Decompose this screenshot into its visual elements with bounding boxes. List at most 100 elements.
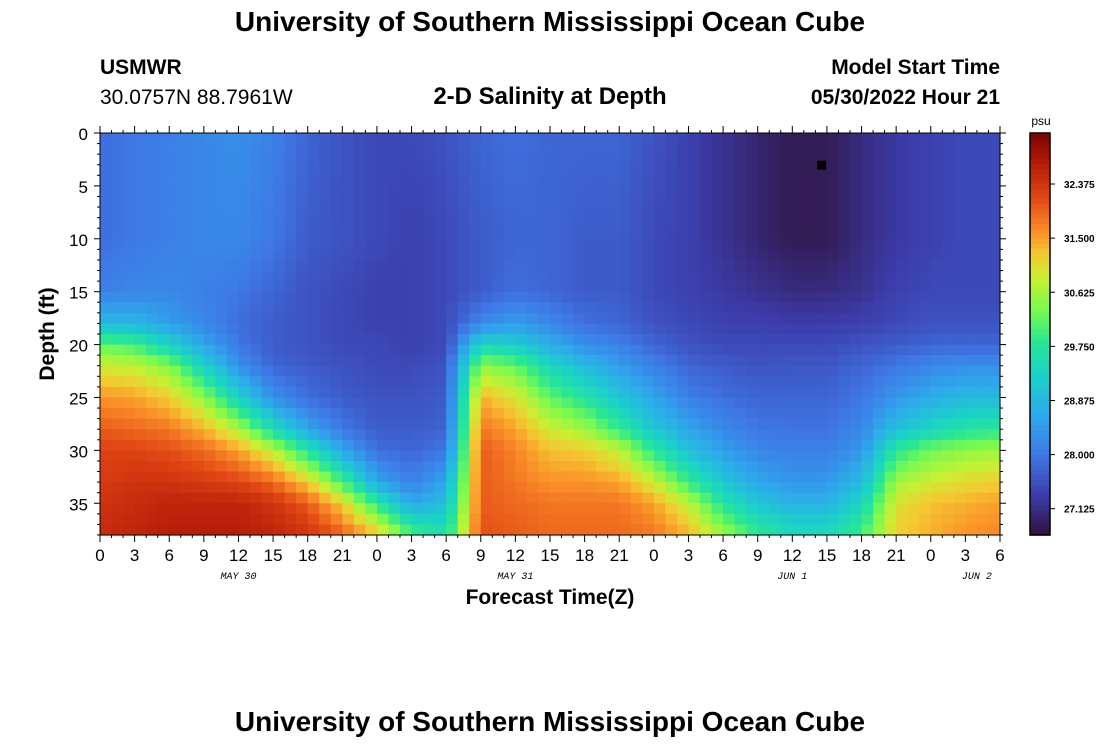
heatmap-cell [815,439,828,451]
heatmap-cell [942,302,955,314]
heatmap-cell [330,323,343,335]
heatmap-cell [930,418,943,430]
heatmap-cell [965,482,978,494]
heatmap-cell [480,259,493,272]
heatmap-cell [284,281,297,293]
heatmap-cell [515,344,528,356]
heatmap-cell [423,513,436,526]
heatmap-cell [619,492,632,504]
heatmap-cell [538,185,551,198]
heatmap-cell [388,408,401,420]
heatmap-cell [746,143,759,155]
heatmap-cell [538,238,551,250]
heatmap-cell [711,259,724,272]
heatmap-cell [700,397,713,409]
heatmap-cell [746,302,759,314]
heatmap-cell [492,334,505,346]
colorbar-segment [1030,243,1050,250]
heatmap-cell [861,133,874,145]
heatmap-cell [676,249,690,261]
heatmap-cell [469,418,482,430]
heatmap-cell [480,270,493,282]
heatmap-cell [446,281,459,293]
heatmap-cell [584,471,597,483]
heatmap-cell [503,302,516,314]
heatmap-cell [492,291,505,303]
heatmap-cell [561,397,574,409]
heatmap-cell [503,196,516,208]
heatmap-cell [319,217,332,229]
heatmap-cell [411,439,424,451]
heatmap-cell [826,376,840,388]
heatmap-cell [296,513,309,526]
heatmap-cell [503,365,516,377]
heatmap-cell [826,513,840,526]
heatmap-cell [953,154,966,166]
heatmap-cell [526,291,540,303]
heatmap-cell [780,429,793,441]
heatmap-cell [780,365,793,377]
heatmap-cell [238,418,251,430]
colorbar-segment [1030,233,1050,240]
heatmap-cell [100,408,113,420]
heatmap-cell [388,460,401,473]
heatmap-cell [965,429,978,441]
heatmap-cell [503,207,516,219]
heatmap-cell [700,344,713,356]
heatmap-cell [515,386,528,399]
heatmap-cell [480,302,493,314]
heatmap-cell [919,365,932,377]
heatmap-cell [676,323,690,335]
heatmap-cell [157,418,170,430]
heatmap-cell [123,270,136,282]
heatmap-cell [826,312,840,325]
heatmap-cell [365,482,378,494]
heatmap-cell [273,482,286,494]
heatmap-cell [480,154,493,166]
heatmap-cell [388,291,401,303]
heatmap-cell [423,259,436,272]
heatmap-cell [757,217,770,229]
heatmap-cell [792,207,805,219]
heatmap-cell [238,281,251,293]
heatmap-cell [353,334,366,346]
heatmap-cell [515,217,528,229]
colorbar-segment [1030,248,1050,255]
heatmap-cell [515,513,528,526]
heatmap-cell [515,365,528,377]
heatmap-cell [711,450,724,462]
heatmap-cell [873,238,886,250]
colorbar-segment [1030,153,1050,159]
heatmap-cell [411,334,424,346]
heatmap-cell [734,323,747,335]
heatmap-cell [319,196,332,208]
heatmap-cell [907,503,920,515]
heatmap-cell [492,376,505,388]
heatmap-cell [907,281,920,293]
model-start-time: 05/30/2022 Hour 21 [810,86,1000,109]
heatmap-cell [342,175,355,187]
heatmap-cell [769,492,782,504]
heatmap-cell [607,291,620,303]
heatmap-cell [642,386,655,399]
heatmap-cell [653,143,666,155]
heatmap-cell [100,228,113,240]
heatmap-cell [365,207,378,219]
heatmap-cell [884,376,897,388]
heatmap-cell [157,460,170,473]
heatmap-cell [919,143,932,155]
heatmap-cell [676,503,690,515]
heatmap-cell [642,164,655,176]
heatmap-cell [700,450,713,462]
heatmap-cell [307,154,320,166]
colorbar-segment [1030,389,1050,395]
heatmap-cell [723,281,736,293]
heatmap-cell [550,365,563,377]
heatmap-cell [376,270,390,282]
heatmap-cell [503,281,516,293]
heatmap-cell [365,270,378,282]
heatmap-cell [826,524,840,536]
heatmap-cell [942,376,955,388]
heatmap-cell [630,450,643,462]
